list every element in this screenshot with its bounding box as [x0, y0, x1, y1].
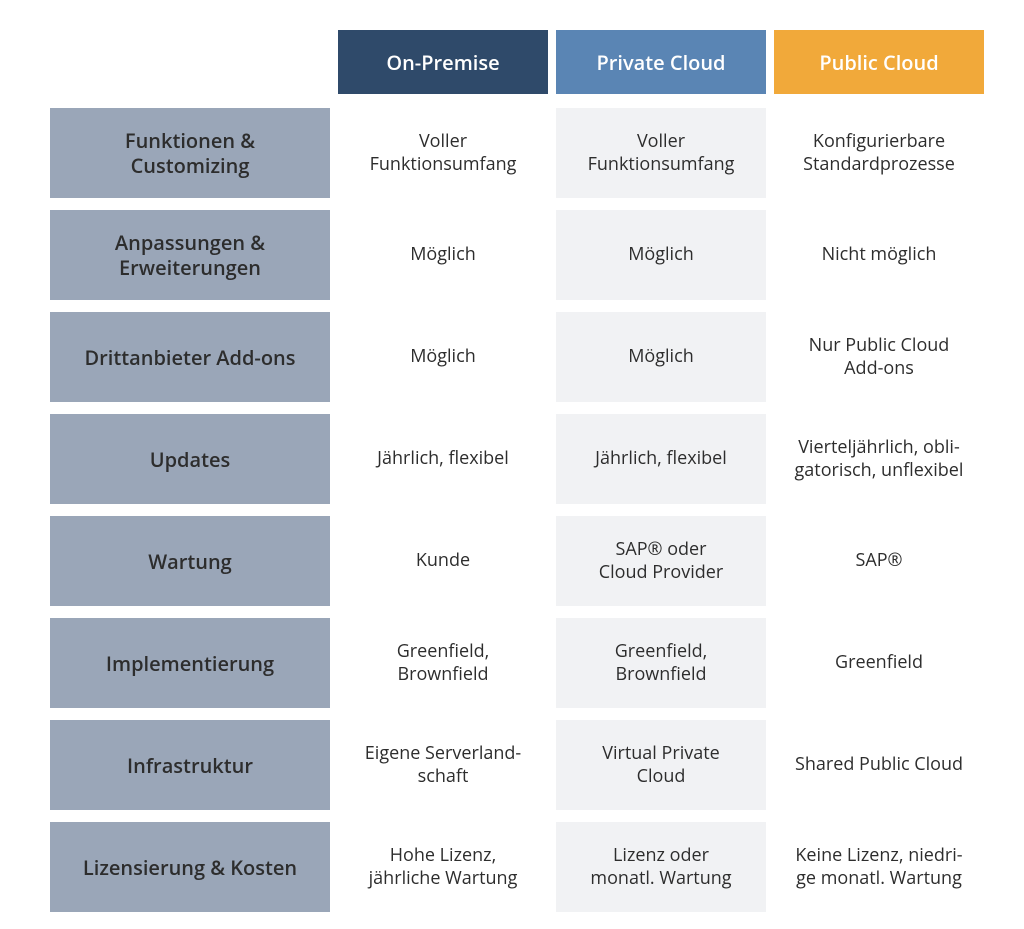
- table-cell: Greenfield, Brownfield: [556, 618, 766, 708]
- row-label: Lizensierung & Kosten: [50, 822, 330, 912]
- row-gap: [50, 300, 984, 312]
- table-cell: Möglich: [556, 210, 766, 300]
- table-cell: Hohe Lizenz, jährliche Wartung: [338, 822, 548, 912]
- table-cell: Konfigurierbare Standardprozesse: [774, 108, 984, 198]
- column-header-publicCloud: Public Cloud: [774, 30, 984, 94]
- row-label: Drittanbieter Add-ons: [50, 312, 330, 402]
- row-label: Funktionen & Customizing: [50, 108, 330, 198]
- table-cell: Möglich: [338, 312, 548, 402]
- table-cell: Nur Public Cloud Add-ons: [774, 312, 984, 402]
- table-cell: Lizenz oder monatl. Wartung: [556, 822, 766, 912]
- row-label: Infrastruktur: [50, 720, 330, 810]
- table-cell: Nicht möglich: [774, 210, 984, 300]
- table-cell: Möglich: [338, 210, 548, 300]
- table-cell: Voller Funktionsumfang: [338, 108, 548, 198]
- table-cell: Greenfield, Brownfield: [338, 618, 548, 708]
- table-cell: Shared Public Cloud: [774, 720, 984, 810]
- row-gap: [50, 606, 984, 618]
- table-cell: Jährlich, flexibel: [338, 414, 548, 504]
- table-cell: Jährlich, flexibel: [556, 414, 766, 504]
- header-blank: [50, 30, 330, 94]
- row-label: Implementierung: [50, 618, 330, 708]
- table-cell: Eigene Serverland- schaft: [338, 720, 548, 810]
- table-cell: Kunde: [338, 516, 548, 606]
- table-cell: Möglich: [556, 312, 766, 402]
- row-gap: [50, 504, 984, 516]
- table-cell: SAP® oder Cloud Provider: [556, 516, 766, 606]
- row-label: Updates: [50, 414, 330, 504]
- table-cell: Virtual Private Cloud: [556, 720, 766, 810]
- column-header-privateCloud: Private Cloud: [556, 30, 766, 94]
- row-gap: [50, 198, 984, 210]
- table-cell: SAP®: [774, 516, 984, 606]
- row-gap: [50, 402, 984, 414]
- comparison-table: On-PremisePrivate CloudPublic Cloud Funkt…: [0, 0, 1024, 929]
- table-cell: Voller Funktionsumfang: [556, 108, 766, 198]
- row-label: Wartung: [50, 516, 330, 606]
- table-cell: Vierteljährlich, obli- gatorisch, unflex…: [774, 414, 984, 504]
- table-cell: Keine Lizenz, niedri- ge monatl. Wartung: [774, 822, 984, 912]
- column-header-onPremise: On-Premise: [338, 30, 548, 94]
- row-gap: [50, 810, 984, 822]
- table-cell: Greenfield: [774, 618, 984, 708]
- row-gap: [50, 708, 984, 720]
- row-label: Anpassungen & Erweiterungen: [50, 210, 330, 300]
